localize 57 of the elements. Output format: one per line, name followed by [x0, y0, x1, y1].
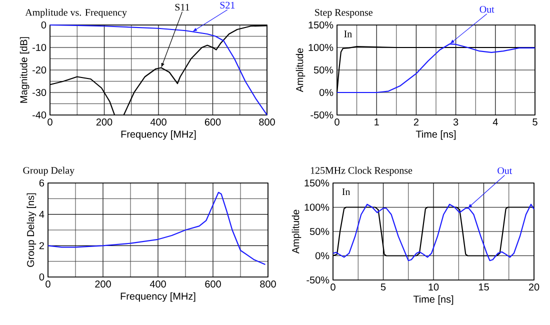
x-tick-label: 5 [532, 118, 538, 126]
y-tick-label: 50% [314, 66, 334, 74]
x-tick-label: 10 [428, 284, 439, 291]
annotation: S21 [220, 2, 235, 9]
x-tick-label: 400 [150, 118, 166, 126]
line-series [47, 192, 266, 266]
annotation: Out [480, 6, 494, 13]
x-tick-label: 20 [528, 284, 540, 291]
y-tick-label: -50% [310, 111, 334, 119]
y-tick-label: -20 [32, 66, 46, 74]
chart-title: Amplitude vs. Frequency [25, 8, 127, 18]
x-tick-label: 2 [414, 118, 418, 126]
x-axis-title: Frequency [MHz] [121, 130, 196, 140]
y-axis-title: Amplitude [296, 48, 306, 92]
x-axis-title: Frequency [MHz] [120, 292, 196, 302]
x-tick-label: 4 [492, 118, 498, 126]
y-tick-label: 2 [39, 242, 44, 250]
y-tick-label: -40 [32, 111, 46, 119]
y-axis-title: Magnitude [dB] [20, 37, 30, 103]
x-tick-label: 3 [453, 118, 458, 126]
y-tick-label: 150% [304, 179, 330, 187]
x-tick-label: 600 [204, 118, 221, 126]
y-axis-title: Group Delay [ns] [26, 193, 36, 267]
y-tick-label: 50% [310, 228, 330, 236]
x-tick-label: 15 [478, 284, 489, 290]
x-tick-label: 800 [260, 280, 276, 288]
y-tick-label: 0 [39, 273, 44, 281]
y-tick-label: -50% [306, 276, 330, 284]
y-tick-label: 0% [315, 252, 330, 260]
y-tick-label: 150% [308, 21, 334, 29]
y-tick-label: 0% [319, 88, 334, 96]
annotation: S11 [175, 4, 190, 11]
x-tick-label: 5 [380, 284, 386, 290]
x-axis-title: Time [ns] [413, 295, 454, 305]
x-tick-label: 1 [374, 118, 379, 126]
x-axis-title: Time [ns] [416, 130, 456, 140]
y-tick-label: 0 [41, 21, 46, 29]
x-tick-label: 0 [334, 118, 340, 126]
y-tick-label: 4 [39, 210, 44, 218]
y-axis-title: Amplitude [292, 210, 302, 254]
y-tick-label: -30 [32, 88, 46, 96]
y-tick-label: 100% [304, 204, 330, 211]
annotation: Out [498, 167, 512, 174]
x-tick-label: 200 [95, 280, 111, 288]
x-tick-label: 200 [96, 118, 112, 126]
x-tick-label: 400 [150, 280, 166, 288]
annotation: In [344, 30, 352, 38]
annotation: In [342, 188, 350, 196]
chart-title: Group Delay [23, 166, 75, 176]
y-tick-label: 6 [39, 179, 44, 187]
y-tick-label: 100% [308, 44, 334, 52]
x-tick-label: 0 [48, 118, 52, 126]
x-tick-label: 800 [259, 118, 275, 126]
x-tick-label: 600 [205, 280, 221, 288]
chart-title: 125MHz Clock Response [310, 166, 412, 176]
y-tick-label: -10 [32, 44, 46, 52]
chart-title: Step Response [315, 9, 372, 18]
